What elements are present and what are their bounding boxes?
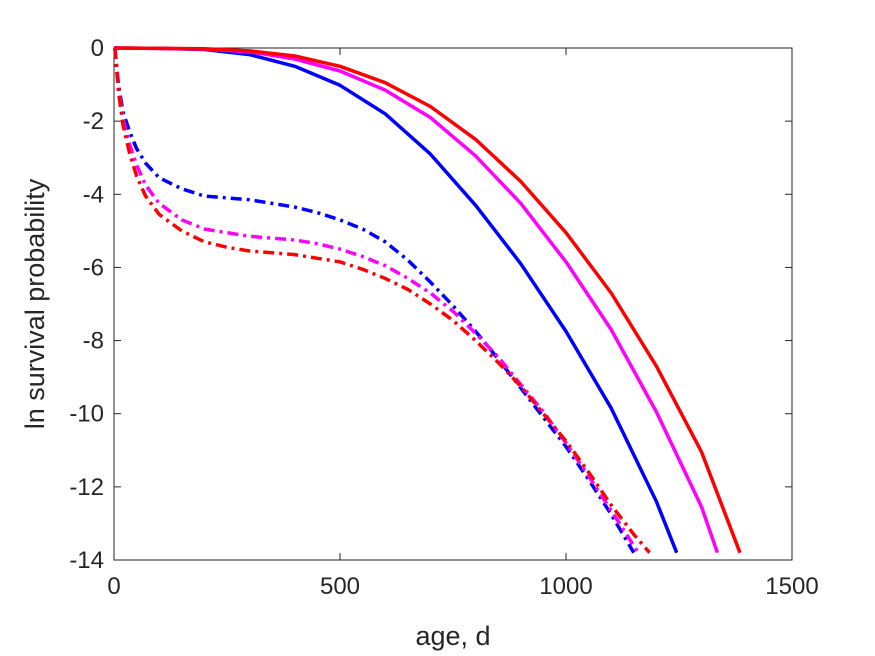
y-tick-label: -2	[83, 108, 104, 135]
y-axis-label: ln survival probability	[20, 178, 50, 429]
y-tick-label: -4	[83, 181, 104, 208]
y-tick-label: -14	[69, 547, 104, 574]
y-tick-label: -12	[69, 474, 104, 501]
axes-box	[113, 47, 793, 561]
ticks	[113, 47, 793, 561]
dashdot-series-line	[113, 47, 636, 554]
x-axis-label: age, d	[415, 621, 490, 651]
y-tick-label: 0	[91, 35, 104, 62]
x-tick-label: 1500	[765, 573, 818, 600]
plot-area	[113, 46, 793, 561]
tick-labels: 0 500 1000 1500 0 -2 -4 -6 -8 -10 -12 -14	[69, 35, 818, 600]
x-tick-label: 1000	[539, 573, 592, 600]
x-tick-label: 500	[320, 573, 360, 600]
solid-series-line	[113, 46, 742, 554]
y-tick-label: -10	[69, 401, 104, 428]
x-tick-label: 0	[107, 573, 120, 600]
y-tick-label: -8	[83, 328, 104, 355]
dashdot-series-line	[113, 47, 651, 554]
y-tick-label: -6	[83, 254, 104, 281]
series-layer	[113, 46, 742, 554]
